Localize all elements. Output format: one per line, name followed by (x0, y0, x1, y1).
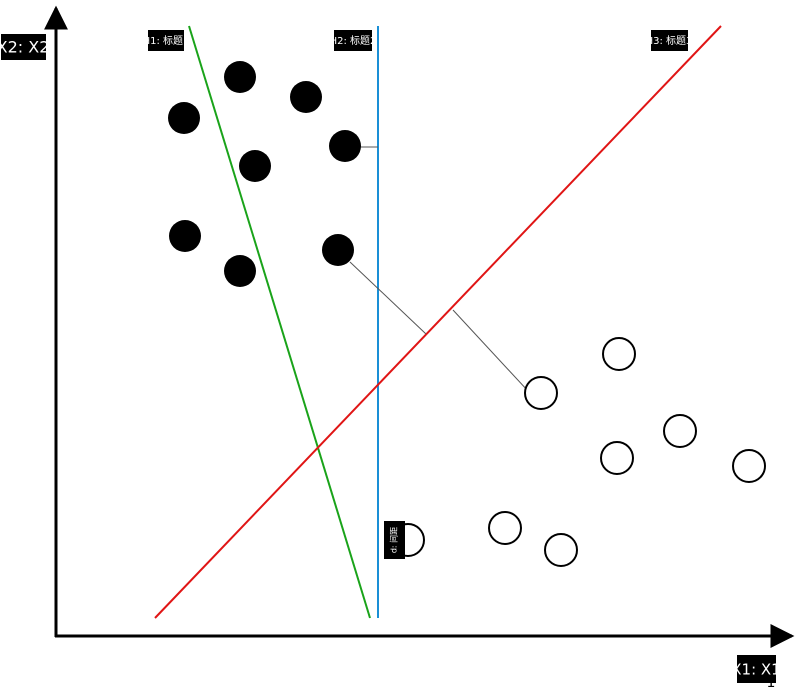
hyperplane-label: H3: 标题3 (646, 35, 693, 47)
point (544, 533, 578, 567)
label-bg (651, 30, 688, 51)
class-a-points (168, 61, 361, 287)
hyperplane-label: H2: 标题2 (330, 35, 377, 47)
hyperplane-label: H1: 标题1 (143, 35, 190, 47)
point (600, 441, 634, 475)
point (732, 449, 766, 483)
point (290, 81, 322, 113)
corner-mark: 1 (767, 675, 776, 691)
point (329, 130, 361, 162)
margin-label: d: 间距 (390, 527, 399, 553)
label-bg (737, 655, 776, 683)
point (224, 255, 256, 287)
point (168, 102, 200, 134)
connector (349, 261, 427, 335)
x-axis-label: X1: X1 (731, 661, 780, 679)
point (239, 150, 271, 182)
label-bg (148, 30, 184, 51)
point (488, 511, 522, 545)
point (322, 234, 354, 266)
label-bg (334, 30, 372, 51)
y-axis-label: X2: X2 (0, 38, 49, 57)
label-bg (1, 34, 46, 60)
point (602, 337, 636, 371)
point (663, 414, 697, 448)
h3-line (154, 25, 722, 619)
class-b-points (391, 337, 766, 567)
h1-line (188, 25, 371, 619)
point (524, 376, 558, 410)
point (169, 220, 201, 252)
point (224, 61, 256, 93)
label-bg (384, 521, 405, 559)
